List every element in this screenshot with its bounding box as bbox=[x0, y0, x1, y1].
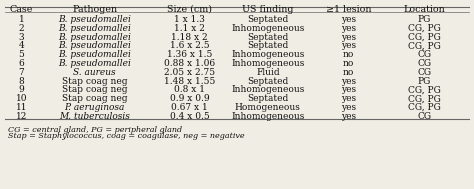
Text: 6: 6 bbox=[18, 59, 24, 68]
Text: yes: yes bbox=[341, 24, 356, 33]
Text: 4: 4 bbox=[18, 41, 24, 50]
Text: B. pseudomallei: B. pseudomallei bbox=[58, 50, 131, 59]
Text: B. pseudomallei: B. pseudomallei bbox=[58, 15, 131, 24]
Text: 12: 12 bbox=[16, 112, 27, 121]
Text: yes: yes bbox=[341, 94, 356, 103]
Text: CG: CG bbox=[417, 68, 431, 77]
Text: 0.9 x 0.9: 0.9 x 0.9 bbox=[170, 94, 210, 103]
Text: S. aureus: S. aureus bbox=[73, 68, 116, 77]
Text: P. aeruginosa: P. aeruginosa bbox=[64, 103, 125, 112]
Text: yes: yes bbox=[341, 112, 356, 121]
Text: 1 x 1.3: 1 x 1.3 bbox=[174, 15, 205, 24]
Text: Location: Location bbox=[403, 5, 445, 14]
Text: 11: 11 bbox=[16, 103, 27, 112]
Text: CG, PG: CG, PG bbox=[408, 24, 441, 33]
Text: Stap coag neg: Stap coag neg bbox=[62, 85, 128, 94]
Text: 0.67 x 1: 0.67 x 1 bbox=[171, 103, 208, 112]
Text: no: no bbox=[343, 68, 354, 77]
Text: B. pseudomallei: B. pseudomallei bbox=[58, 33, 131, 42]
Text: 1: 1 bbox=[18, 15, 24, 24]
Text: Size (cm): Size (cm) bbox=[167, 5, 212, 14]
Text: Septated: Septated bbox=[247, 94, 289, 103]
Text: 0.4 x 0.5: 0.4 x 0.5 bbox=[170, 112, 210, 121]
Text: B. pseudomallei: B. pseudomallei bbox=[58, 24, 131, 33]
Text: PG: PG bbox=[418, 15, 431, 24]
Text: B. pseudomallei: B. pseudomallei bbox=[58, 59, 131, 68]
Text: US finding: US finding bbox=[242, 5, 293, 14]
Text: 7: 7 bbox=[18, 68, 24, 77]
Text: Inhomogeneous: Inhomogeneous bbox=[231, 24, 304, 33]
Text: PG: PG bbox=[418, 77, 431, 86]
Text: CG: CG bbox=[417, 50, 431, 59]
Text: Septated: Septated bbox=[247, 15, 289, 24]
Text: yes: yes bbox=[341, 85, 356, 94]
Text: CG = central gland, PG = peripheral gland: CG = central gland, PG = peripheral glan… bbox=[8, 126, 182, 134]
Text: CG, PG: CG, PG bbox=[408, 33, 441, 42]
Text: CG: CG bbox=[417, 59, 431, 68]
Text: 5: 5 bbox=[18, 50, 24, 59]
Text: CG, PG: CG, PG bbox=[408, 41, 441, 50]
Text: yes: yes bbox=[341, 103, 356, 112]
Text: Septated: Septated bbox=[247, 33, 289, 42]
Text: Septated: Septated bbox=[247, 77, 289, 86]
Text: Pathogen: Pathogen bbox=[72, 5, 118, 14]
Text: CG, PG: CG, PG bbox=[408, 103, 441, 112]
Text: 10: 10 bbox=[16, 94, 27, 103]
Text: 2: 2 bbox=[18, 24, 24, 33]
Text: 1.48 x 1.55: 1.48 x 1.55 bbox=[164, 77, 215, 86]
Text: M. tuberculosis: M. tuberculosis bbox=[59, 112, 130, 121]
Text: 0.88 x 1.06: 0.88 x 1.06 bbox=[164, 59, 215, 68]
Text: no: no bbox=[343, 59, 354, 68]
Text: 1.36 x 1.5: 1.36 x 1.5 bbox=[167, 50, 212, 59]
Text: Septated: Septated bbox=[247, 41, 289, 50]
Text: Inhomogeneous: Inhomogeneous bbox=[231, 59, 304, 68]
Text: CG, PG: CG, PG bbox=[408, 85, 441, 94]
Text: 3: 3 bbox=[18, 33, 24, 42]
Text: Inhomogeneous: Inhomogeneous bbox=[231, 50, 304, 59]
Text: 1.6 x 2.5: 1.6 x 2.5 bbox=[170, 41, 210, 50]
Text: CG, PG: CG, PG bbox=[408, 94, 441, 103]
Text: CG: CG bbox=[417, 112, 431, 121]
Text: Homogeneous: Homogeneous bbox=[235, 103, 301, 112]
Text: 2.05 x 2.75: 2.05 x 2.75 bbox=[164, 68, 215, 77]
Text: yes: yes bbox=[341, 77, 356, 86]
Text: yes: yes bbox=[341, 33, 356, 42]
Text: 1.1 x 2: 1.1 x 2 bbox=[174, 24, 205, 33]
Text: yes: yes bbox=[341, 15, 356, 24]
Text: Fluid: Fluid bbox=[256, 68, 280, 77]
Text: Inhomogeneous: Inhomogeneous bbox=[231, 85, 304, 94]
Text: 0.8 x 1: 0.8 x 1 bbox=[174, 85, 205, 94]
Text: Stap coag neg: Stap coag neg bbox=[62, 77, 128, 86]
Text: ≥1 lesion: ≥1 lesion bbox=[326, 5, 371, 14]
Text: Stap = Staphylococcus, coag = coagulase, neg = negative: Stap = Staphylococcus, coag = coagulase,… bbox=[8, 132, 245, 140]
Text: Inhomogeneous: Inhomogeneous bbox=[231, 112, 304, 121]
Text: 1.18 x 2: 1.18 x 2 bbox=[171, 33, 208, 42]
Text: no: no bbox=[343, 50, 354, 59]
Text: 8: 8 bbox=[18, 77, 24, 86]
Text: yes: yes bbox=[341, 41, 356, 50]
Text: Case: Case bbox=[9, 5, 33, 14]
Text: Stap coag neg: Stap coag neg bbox=[62, 94, 128, 103]
Text: 9: 9 bbox=[18, 85, 24, 94]
Text: B. pseudomallei: B. pseudomallei bbox=[58, 41, 131, 50]
